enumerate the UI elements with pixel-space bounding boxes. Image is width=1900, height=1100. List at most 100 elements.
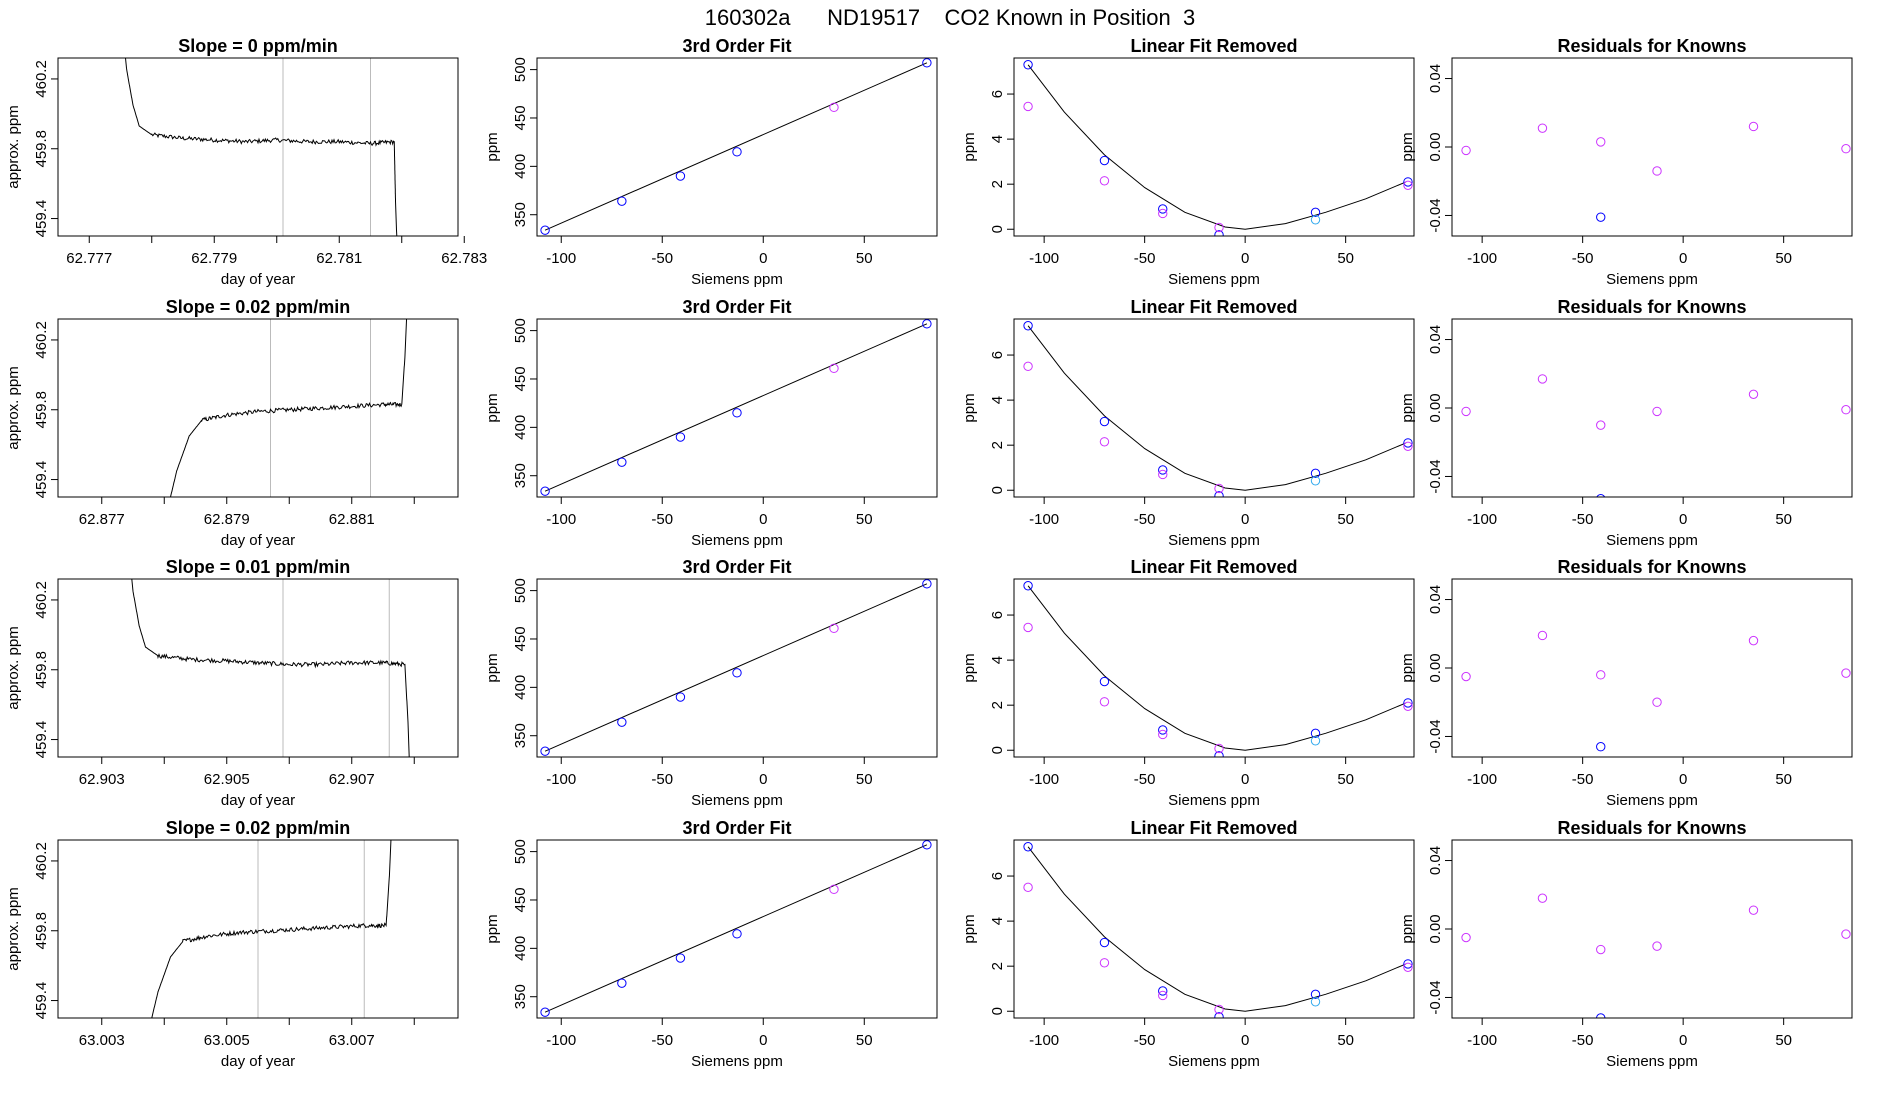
- x-tick-label: -100: [1467, 771, 1497, 788]
- data-point: [1099, 676, 1110, 687]
- y-tick-label: 500: [512, 318, 529, 343]
- data-point: [1214, 1004, 1224, 1015]
- data-point: [1310, 728, 1321, 739]
- plot-frame: [536, 318, 938, 498]
- y-tick-label: 459.8: [33, 912, 50, 950]
- data-point: [617, 717, 627, 727]
- x-tick-label: -100: [546, 250, 576, 267]
- y-axis-label: approx. ppm: [5, 366, 22, 449]
- y-axis-label: ppm: [1399, 653, 1416, 682]
- x-tick-label: 50: [1337, 511, 1354, 528]
- panel-15: Linear Fit Removed -100 -50 0 50 0 2 4 6 Siemens …: [961, 818, 1415, 1070]
- plot-frame: [1451, 839, 1853, 1019]
- fit-line: [544, 323, 928, 492]
- y-tick-label: 450: [512, 366, 529, 391]
- data-point: [1023, 321, 1033, 331]
- y-axis-label: ppm: [1399, 914, 1416, 943]
- panel-title: Linear Fit Removed: [1130, 36, 1297, 56]
- data-point: [1748, 635, 1759, 646]
- y-tick-label: 460.2: [33, 60, 50, 98]
- x-tick-label: 62.877: [79, 511, 125, 528]
- data-point: [1596, 212, 1606, 222]
- data-point: [1841, 405, 1851, 415]
- x-tick-label: -50: [1572, 771, 1594, 788]
- y-tick-label: 0.04: [1427, 846, 1444, 875]
- y-tick-label: -0.04: [1427, 719, 1444, 753]
- data-point: [1214, 1012, 1224, 1018]
- fit-curve: [1027, 64, 1407, 230]
- y-axis-label: ppm: [484, 914, 501, 943]
- x-tick-label: -50: [1134, 250, 1156, 267]
- panel-16: Residuals for Knowns -100 -50 0 50 -0.04 0.00 0…: [1399, 818, 1853, 1070]
- x-tick-label: 62.881: [329, 511, 375, 528]
- data-point: [1537, 123, 1548, 133]
- y-tick-label: 460.2: [33, 321, 50, 359]
- data-point: [1310, 215, 1321, 225]
- y-tick-label: 400: [512, 154, 529, 179]
- y-tick-label: 0: [989, 746, 1006, 754]
- x-axis-label: day of year: [221, 271, 295, 288]
- x-tick-label: 62.783: [441, 250, 487, 267]
- y-tick-label: 0.00: [1427, 653, 1444, 682]
- series-line: [131, 579, 410, 757]
- panel-13: Slope = 0.02 ppm/min 63.003 63.005 63.007 45…: [5, 818, 459, 1070]
- data-point: [1403, 959, 1413, 969]
- panel-6: 3rd Order Fit -100 -50 0 50 350 400 450 500 Sieme…: [484, 297, 938, 549]
- x-tick-label: 63.007: [329, 1032, 375, 1049]
- data-point: [1652, 166, 1662, 176]
- x-tick-label: 50: [1775, 771, 1792, 788]
- data-point: [732, 408, 742, 418]
- x-axis-label: day of year: [221, 1053, 295, 1070]
- x-tick-label: -50: [1134, 511, 1156, 528]
- data-point: [1099, 176, 1110, 186]
- x-tick-label: -100: [1029, 1032, 1059, 1049]
- y-tick-label: 0: [989, 486, 1006, 494]
- plot-area: [124, 58, 398, 236]
- panel-14: 3rd Order Fit -100 -50 0 50 350 400 450 500 Sieme…: [484, 818, 938, 1070]
- y-tick-label: 350: [512, 984, 529, 1009]
- x-tick-label: -100: [546, 1032, 576, 1049]
- data-point: [1748, 389, 1759, 400]
- x-tick-label: 0: [1241, 511, 1249, 528]
- x-axis-label: Siemens ppm: [1168, 271, 1260, 288]
- fit-curve: [1027, 846, 1407, 1012]
- y-tick-label: 6: [989, 90, 1006, 98]
- data-point: [617, 196, 627, 206]
- y-tick-label: 500: [512, 578, 529, 603]
- data-point: [1310, 207, 1321, 218]
- x-tick-label: -100: [546, 511, 576, 528]
- data-point: [829, 363, 839, 374]
- y-tick-label: 350: [512, 202, 529, 227]
- data-point: [1158, 208, 1168, 219]
- y-tick-label: 4: [989, 396, 1006, 404]
- data-point: [1596, 742, 1606, 752]
- x-tick-label: -100: [1467, 511, 1497, 528]
- plot-area: [1023, 321, 1413, 497]
- data-point: [1652, 406, 1662, 417]
- x-tick-label: 50: [1337, 250, 1354, 267]
- data-point: [1158, 990, 1168, 1001]
- plot-frame: [57, 318, 459, 498]
- data-point: [1158, 729, 1168, 740]
- y-tick-label: 459.4: [33, 982, 50, 1020]
- y-axis-label: approx. ppm: [5, 626, 22, 709]
- data-point: [1214, 491, 1224, 497]
- y-tick-label: 2: [989, 441, 1006, 449]
- data-point: [675, 692, 686, 702]
- data-point: [540, 1007, 550, 1017]
- plot-area: [1461, 121, 1851, 222]
- x-tick-label: 50: [1775, 511, 1792, 528]
- x-tick-label: -100: [1029, 771, 1059, 788]
- plot-area: [131, 579, 410, 757]
- plot-frame: [1013, 318, 1415, 498]
- data-point: [617, 978, 627, 988]
- x-tick-label: 0: [759, 1032, 767, 1049]
- data-point: [1748, 121, 1759, 132]
- x-axis-label: day of year: [221, 792, 295, 809]
- data-point: [922, 58, 932, 68]
- panel-2: 3rd Order Fit -100 -50 0 50 350 400 450 500 Sieme…: [484, 36, 938, 288]
- data-point: [1023, 101, 1033, 112]
- x-tick-label: 50: [1337, 771, 1354, 788]
- data-point: [1596, 137, 1606, 147]
- y-tick-label: 500: [512, 839, 529, 864]
